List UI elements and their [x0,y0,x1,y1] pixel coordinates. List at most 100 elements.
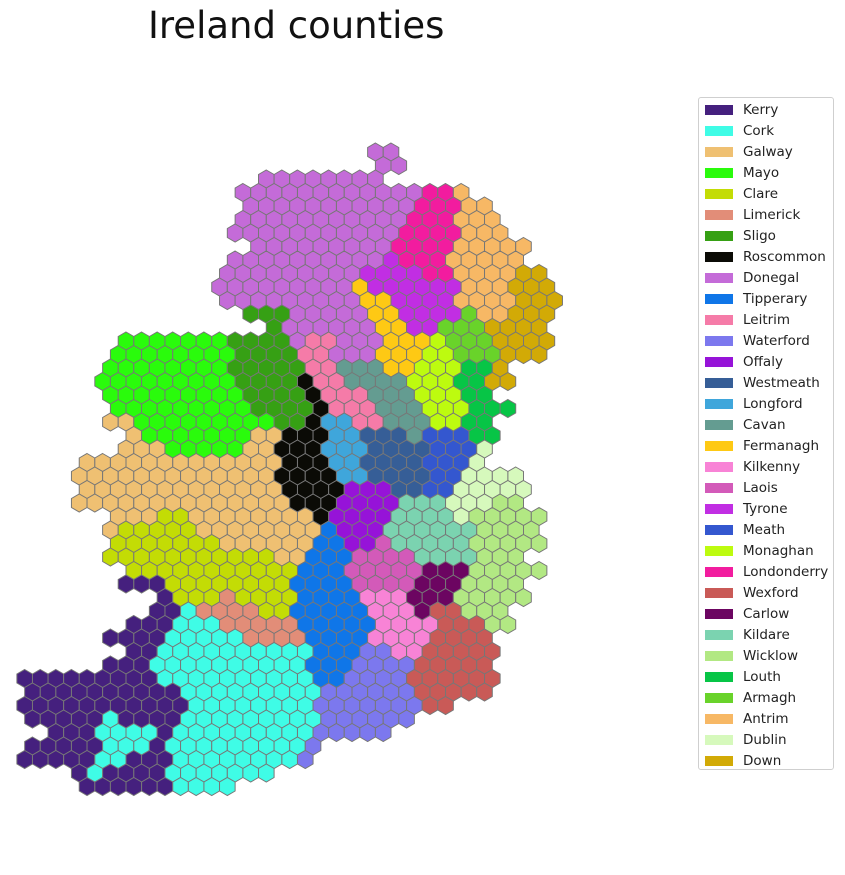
legend-item: Westmeath [705,372,820,393]
legend-item: Wexford [705,582,799,603]
legend-item: Tipperary [705,288,807,309]
legend-swatch [705,671,733,682]
hex-cell-kerry [78,776,96,797]
hex-cell-down [530,344,548,365]
hex-cell-kerry [102,628,119,648]
hex-cell-cork [242,763,259,783]
hex-cell-donegal [390,155,408,176]
legend-label: Kerry [743,101,779,118]
hex-cell-wexford [460,682,478,702]
hex-cell-galway [86,493,104,513]
legend-swatch [705,335,733,346]
legend-swatch [705,587,733,598]
legend: Kerry Cork Galway Mayo Clare Limerick Sligo Ros… [698,97,834,770]
hex-cell-kerry [117,574,135,594]
legend-label: Waterford [743,332,810,349]
hex-cell-donegal [219,290,236,311]
hex-cell-wicklow [499,614,517,635]
legend-item: Antrim [705,708,789,729]
legend-swatch [705,314,733,325]
legend-label: Laois [743,479,778,496]
legend-item: Monaghan [705,540,814,561]
legend-label: Wicklow [743,647,799,664]
legend-swatch [705,272,733,283]
legend-item: Galway [705,141,793,162]
hex-cell-kerry [141,776,158,797]
hex-cell-down [515,344,532,365]
legend-label: Galway [743,143,793,160]
legend-item: Longford [705,393,803,414]
legend-item: Clare [705,183,778,204]
legend-swatch [705,146,733,157]
legend-item: Donegal [705,267,799,288]
legend-label: Louth [743,668,781,685]
hex-cell-waterford [398,709,415,729]
legend-label: Longford [743,395,803,412]
hex-cell-waterford [343,722,361,743]
hex-cell-down [499,371,517,392]
legend-swatch [705,230,733,241]
legend-label: Leitrim [743,311,791,328]
hex-cell-kerry [125,776,143,797]
legend-swatch [705,608,733,619]
hex-cell-waterford [296,749,314,770]
legend-swatch [705,209,733,220]
legend-label: Wexford [743,584,799,601]
legend-label: Londonderry [743,563,829,580]
legend-swatch [705,545,733,556]
hex-cell-wicklow [530,533,548,554]
legend-label: Limerick [743,206,801,223]
hex-cell-cork [187,776,205,797]
legend-label: Roscommon [743,248,826,265]
hex-cell-cork [281,749,298,770]
legend-label: Tyrone [743,500,788,517]
legend-label: Clare [743,185,779,202]
legend-swatch [705,503,733,514]
hex-cell-cork [172,776,189,797]
legend-item: Cavan [705,414,786,435]
legend-swatch [705,167,733,178]
legend-item: Mayo [705,162,779,183]
legend-item: Carlow [705,603,789,624]
legend-item: Roscommon [705,246,826,267]
legend-item: Dublin [705,729,787,750]
legend-swatch [705,713,733,724]
legend-swatch [705,356,733,367]
legend-swatch [705,566,733,577]
legend-label: Carlow [743,605,790,622]
hex-cell-cork [258,763,275,783]
legend-label: Mayo [743,164,780,181]
legend-item: Waterford [705,330,810,351]
legend-label: Antrim [743,710,789,727]
hex-map [16,142,563,797]
legend-label: Kildare [743,626,790,643]
legend-swatch [705,524,733,535]
hex-cell-cork [203,776,221,797]
legend-item: Meath [705,519,785,540]
legend-swatch [705,419,733,430]
legend-swatch [705,629,733,640]
hex-cell-waterford [359,722,376,743]
legend-label: Down [743,752,782,769]
hex-cell-kerry [156,776,174,797]
legend-label: Fermanagh [743,437,820,454]
legend-item: Cork [705,120,774,141]
legend-swatch [705,650,733,661]
hex-cell-galway [102,412,119,432]
hex-cell-wexford [476,682,493,702]
legend-label: Donegal [743,269,800,286]
legend-swatch [705,755,733,766]
legend-item: Armagh [705,687,796,708]
legend-swatch [705,188,733,199]
legend-item: Sligo [705,225,776,246]
legend-label: Cavan [743,416,786,433]
hex-cell-kerry [94,776,111,797]
legend-item: Fermanagh [705,435,819,456]
hex-cell-kerry [109,776,127,797]
hex-cell-kerry [16,749,33,770]
legend-item: Wicklow [705,645,798,666]
legend-swatch [705,734,733,745]
hex-cell-kerry [47,749,65,770]
legend-label: Kilkenny [743,458,801,475]
hex-cell-kerry [31,749,49,770]
